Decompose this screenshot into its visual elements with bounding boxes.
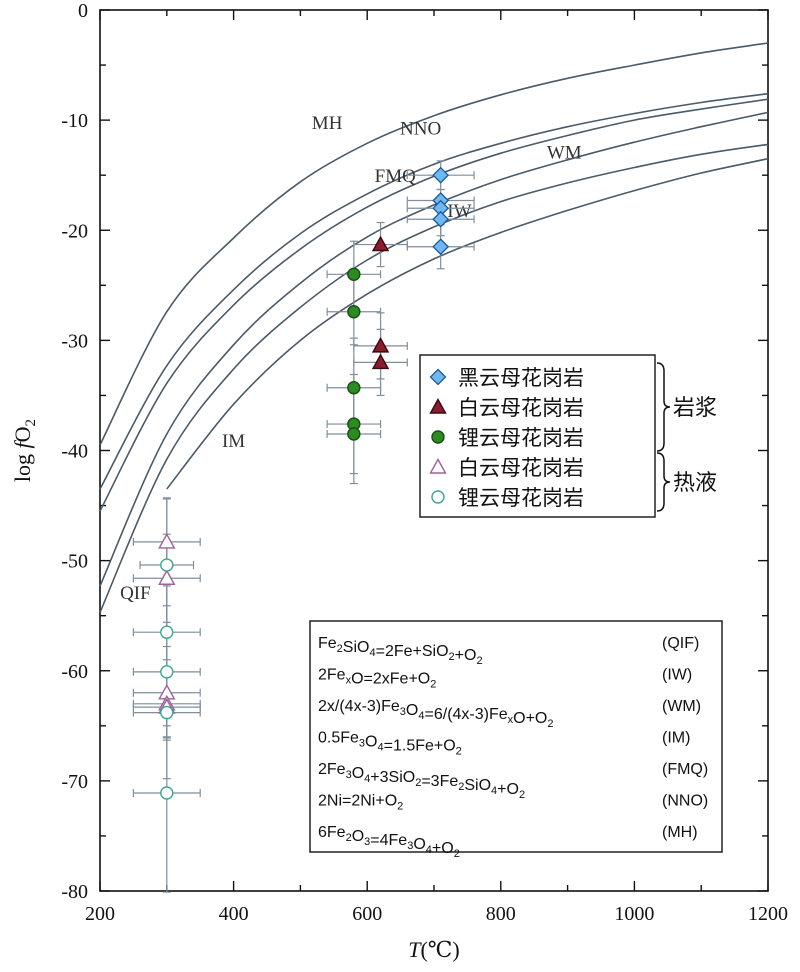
reaction-code: (MH): [662, 824, 698, 841]
group-label-1: 热液: [673, 471, 717, 496]
reaction-equation: 2x/(4x-3)Fe3O4=6/(4x-3)FexO+O2: [318, 698, 554, 730]
x-axis-title: T(℃): [408, 937, 460, 962]
data-point-series-3: [158, 532, 176, 549]
reaction-table: Fe2SiO4=2Fe+SiO2+O2 (QIF) 2FexO=2xFe+O2 (IW…: [309, 620, 723, 860]
legend-box: [419, 354, 656, 518]
reaction-equation: 2Ni=2Ni+O2: [318, 793, 403, 813]
y-tick-label: -60: [61, 661, 88, 683]
data-point-series-0: [432, 166, 450, 184]
buffer-curve-qif_im: [166, 157, 769, 490]
y-tick-label: -10: [61, 110, 88, 132]
y-axis-title: log fO2: [10, 419, 39, 482]
buffer-curve-iw: [99, 143, 769, 613]
reaction-code: (IM): [662, 730, 690, 747]
group-label-0: 岩浆: [673, 396, 717, 421]
legend-label-0: 黑云母花岗岩: [458, 366, 584, 390]
reaction-equation: 0.5Fe3O4=1.5Fe+O2: [318, 730, 462, 758]
buffer-curves: [99, 42, 769, 613]
data-points: [158, 166, 450, 800]
data-point-series-2: [347, 427, 361, 441]
data-point-series-4: [160, 665, 174, 679]
legend-label-1: 白云母花岗岩: [458, 396, 584, 420]
reaction-code: (WM): [662, 698, 701, 715]
legend-label-2: 锂云母花岗岩: [458, 426, 584, 450]
y-tick-label: -20: [61, 220, 88, 242]
group-brace-0: [656, 362, 671, 452]
buffer-curve-nno: [99, 92, 769, 490]
reaction-code: (IW): [662, 667, 692, 684]
x-tick-label: 1200: [748, 903, 788, 925]
buffer-label-mh: MH: [312, 113, 343, 134]
reaction-equation: 2FexO=2xFe+O2: [318, 667, 436, 691]
data-point-series-1: [371, 353, 390, 370]
y-tick-label: -40: [61, 441, 88, 463]
buffer-label-wm: WM: [547, 143, 582, 164]
data-point-series-0: [432, 210, 450, 228]
data-point-series-2: [347, 381, 361, 395]
buffer-label-im: IM: [222, 431, 245, 452]
buffer-label-qif: QIF: [120, 583, 151, 604]
legend-marker-1: [429, 398, 447, 414]
data-point-series-1: [371, 336, 390, 353]
legend-marker-4: [431, 490, 445, 504]
y-tick-label: -80: [61, 881, 88, 903]
reaction-code: (NNO): [662, 793, 708, 810]
legend-marker-3: [429, 458, 447, 474]
reaction-equation: Fe2SiO4=2Fe+SiO2+O2: [318, 635, 483, 667]
data-point-series-2: [347, 267, 361, 281]
buffer-curve-mh: [99, 42, 769, 446]
legend-label-3: 白云母花岗岩: [458, 456, 584, 480]
legend-label-4: 锂云母花岗岩: [458, 486, 584, 510]
reaction-equation: 6Fe2O3=4Fe3O4+O2: [318, 824, 460, 860]
buffer-label-iw: IW: [447, 201, 471, 222]
reaction-code: (FMQ): [662, 761, 708, 778]
buffer-label-nno: NNO: [400, 118, 441, 139]
y-tick-label: -50: [61, 551, 88, 573]
legend-marker-2: [431, 430, 445, 444]
data-point-series-2: [347, 305, 361, 319]
data-point-series-4: [160, 705, 174, 720]
tick-labels: 200 400 600 800 1000 1200 0 -10 -20 -30 -40 -50 -60 -…: [61, 0, 788, 925]
x-tick-label: 600: [352, 903, 382, 925]
x-tick-label: 1000: [614, 903, 654, 925]
data-point-series-4: [160, 786, 174, 800]
x-tick-label: 400: [219, 903, 249, 925]
group-brace-1: [656, 452, 671, 512]
buffer-curve-wm: [99, 111, 769, 587]
y-tick-label: -70: [61, 771, 88, 793]
y-tick-label: -30: [61, 330, 88, 352]
data-point-series-1: [371, 235, 390, 252]
reaction-code: (QIF): [662, 635, 699, 652]
x-tick-label: 200: [85, 903, 115, 925]
y-tick-label: 0: [78, 0, 88, 22]
data-point-series-4: [160, 558, 174, 572]
legend-marker-0: [429, 368, 447, 386]
reaction-box: [309, 620, 723, 853]
buffer-labels: MH NNO FMQ WM IW IM QIF: [120, 113, 582, 604]
buffer-curve-fmq: [99, 98, 769, 512]
data-point-series-3: [158, 569, 176, 585]
data-point-series-0: [432, 238, 450, 256]
buffer-label-fmq: FMQ: [375, 166, 416, 187]
reaction-equation: 2Fe3O4+3SiO2=3Fe2SiO4+O2: [318, 761, 525, 801]
x-tick-label: 800: [486, 903, 516, 925]
data-point-series-4: [160, 625, 174, 639]
